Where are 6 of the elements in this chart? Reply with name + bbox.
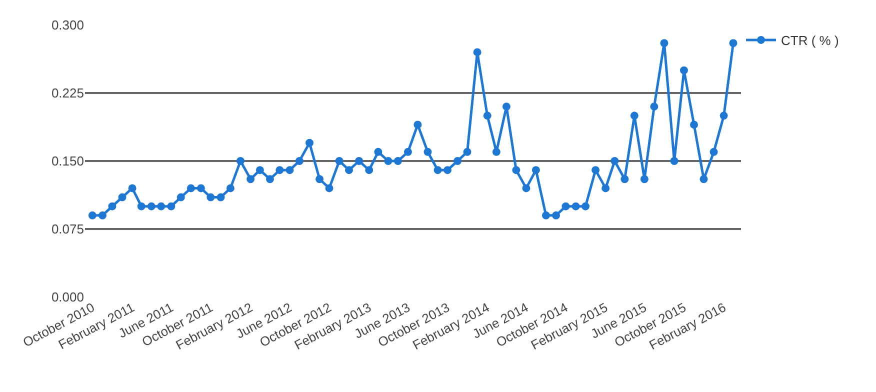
- y-tick-label: 0.000: [51, 290, 84, 305]
- y-tick-label: 0.075: [51, 222, 84, 237]
- legend-label: CTR ( % ): [781, 33, 839, 48]
- y-tick-label: 0.150: [51, 154, 84, 169]
- y-tick-label: 0.300: [51, 18, 84, 33]
- y-tick-label: 0.225: [51, 86, 84, 101]
